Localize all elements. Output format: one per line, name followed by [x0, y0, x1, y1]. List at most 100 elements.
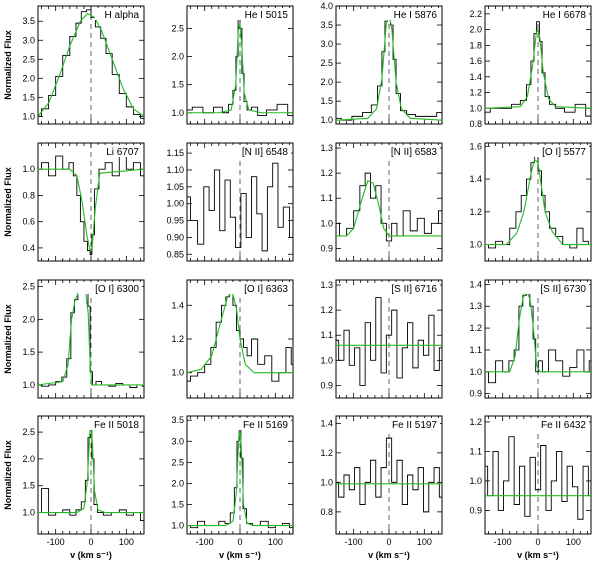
x-tick-label: 0: [237, 537, 242, 547]
y-tick-label: 2.0: [22, 314, 35, 324]
y-tick-label: 1.0: [171, 521, 184, 531]
y-tick-label: 2.0: [22, 454, 35, 464]
panel-plot-area: [187, 290, 293, 382]
y-tick-label: 1.4: [320, 418, 333, 428]
title-bg: [227, 282, 291, 294]
panel-12: 0.9 1.0 1.1 1.2 1.3 1.4 [S II] 6730: [469, 279, 592, 399]
model-fit-line: [38, 168, 144, 252]
panel-plot-area: [485, 21, 591, 117]
y-tick-label: 0.9: [469, 505, 482, 515]
y-tick-label: 1.5: [171, 500, 184, 510]
y-tick-label: 2.5: [22, 282, 35, 292]
panel-7: 0.9 1.0 1.1 1.2 1.3 [N II] 6583: [320, 142, 443, 262]
y-tick-label: 3.0: [320, 39, 333, 49]
model-fit-line: [485, 289, 591, 373]
y-tick-label: 1.1: [320, 330, 333, 340]
panel-title: [O I] 6363: [244, 284, 288, 295]
x-axis-label: v (km s⁻¹): [219, 550, 261, 560]
panel-title: [N II] 6583: [391, 147, 438, 158]
y-tick-label: 1.0: [171, 108, 184, 118]
x-axis-label: v (km s⁻¹): [368, 550, 410, 560]
y-tick-label: 1.0: [22, 380, 35, 390]
panel-title: He I 5876: [394, 10, 438, 21]
panel-plot-area: [336, 437, 442, 513]
title-bg: [376, 145, 440, 157]
y-tick-label: 1.05: [166, 182, 184, 192]
title-bg: [227, 145, 291, 157]
y-tick-label: 0.95: [166, 216, 184, 226]
y-tick-label: 1.0: [320, 115, 333, 125]
y-tick-label: 2.0: [171, 478, 184, 488]
y-tick-label: 1.00: [166, 199, 184, 209]
y-tick-label: 1.5: [22, 92, 35, 102]
y-tick-label: 2.0: [22, 73, 35, 83]
y-tick-label: 1.3: [320, 143, 333, 153]
model-fit-line: [187, 22, 293, 114]
observed-profile-line: [485, 21, 591, 117]
panel-5: 0.4 0.6 0.8 1.0 Normalized Flux Li 6707: [3, 142, 145, 262]
observed-profile-line: [485, 436, 591, 520]
y-tick-label: 2.0: [469, 25, 482, 35]
panel-8: 1.0 1.2 1.4 1.6 [O I] 5577: [469, 141, 592, 262]
panel-plot-area: [38, 9, 144, 119]
panel-16: 0.9 1.0 1.1 1.2 -100 0 100 v (km s⁻¹) Fe II 6432: [469, 415, 592, 560]
y-axis-label: Normalized Flux: [3, 440, 13, 510]
y-tick-label: 1.0: [469, 367, 482, 377]
panel-title: He I 5015: [245, 10, 289, 21]
panel-title: [O I] 5577: [542, 147, 586, 158]
y-tick-label: 1.5: [22, 347, 35, 357]
panel-6: 0.85 0.90 0.95 1.00 1.05 1.10 1.15 [N II] 6548: [166, 142, 294, 262]
x-tick-label: 100: [119, 537, 134, 547]
y-tick-label: 1.2: [320, 168, 333, 178]
y-tick-label: 2.0: [320, 77, 333, 87]
x-tick-label: 100: [417, 537, 432, 547]
y-tick-label: 1.5: [22, 481, 35, 491]
title-bg: [94, 145, 142, 157]
panel-4: 0.8 1.0 1.2 1.4 1.6 1.8 2.0 2.2 He I 6678: [469, 5, 592, 129]
y-tick-label: 0.8: [469, 119, 482, 129]
x-tick-label: -100: [494, 537, 512, 547]
panel-13: 1.0 1.5 2.0 2.5 -100 0 100 v (km s⁻¹) Normalized…: [3, 415, 145, 560]
model-fit-line: [336, 13, 442, 121]
y-axis-label: Normalized Flux: [3, 304, 13, 374]
y-axis-label: Normalized Flux: [3, 167, 13, 237]
y-tick-label: 1.6: [469, 56, 482, 66]
title-bg: [227, 418, 291, 430]
y-tick-label: 1.0: [171, 368, 184, 378]
panel-9: 1.0 1.5 2.0 2.5 Normalized Flux [O I] 6300: [3, 279, 145, 399]
y-tick-label: 1.4: [171, 300, 184, 310]
y-tick-label: 0.85: [166, 249, 184, 259]
model-fit-line: [187, 290, 293, 374]
y-tick-label: 3.5: [22, 16, 35, 26]
y-tick-label: 1.4: [469, 279, 482, 289]
y-tick-label: 2.5: [171, 23, 184, 33]
y-tick-label: 1.0: [469, 476, 482, 486]
panel-title: Fe II 5018: [94, 420, 139, 431]
y-tick-label: 1.3: [469, 301, 482, 311]
title-bg: [530, 8, 589, 20]
x-tick-label: 100: [566, 537, 581, 547]
y-tick-label: 1.0: [22, 164, 35, 174]
x-axis-label: v (km s⁻¹): [70, 550, 112, 560]
panel-11: 0.9 1.0 1.1 1.2 1.3 [S II] 6716: [320, 279, 443, 399]
observed-profile-line: [187, 162, 293, 252]
y-tick-label: 1.1: [469, 345, 482, 355]
title-bg: [381, 8, 440, 20]
observed-profile-line: [336, 437, 442, 513]
y-tick-label: 1.0: [469, 240, 482, 250]
y-tick-label: 3.5: [171, 415, 184, 425]
x-tick-label: 0: [88, 537, 93, 547]
x-tick-label: 0: [386, 537, 391, 547]
y-tick-label: 3.0: [22, 35, 35, 45]
y-tick-label: 2.0: [171, 52, 184, 62]
panel-plot-area: [336, 172, 442, 242]
y-tick-label: 1.5: [320, 96, 333, 106]
y-tick-label: 0.8: [320, 507, 333, 517]
y-tick-label: 2.2: [469, 9, 482, 19]
y-tick-label: 4.0: [320, 1, 333, 11]
panel-2: 1.0 1.5 2.0 2.5 He I 5015: [171, 5, 294, 125]
y-tick-label: 3.0: [171, 436, 184, 446]
panel-14: 1.0 1.5 2.0 2.5 3.0 3.5 -100 0 100 v (km s⁻¹) Fe I…: [171, 415, 294, 560]
y-tick-label: 1.0: [320, 355, 333, 365]
